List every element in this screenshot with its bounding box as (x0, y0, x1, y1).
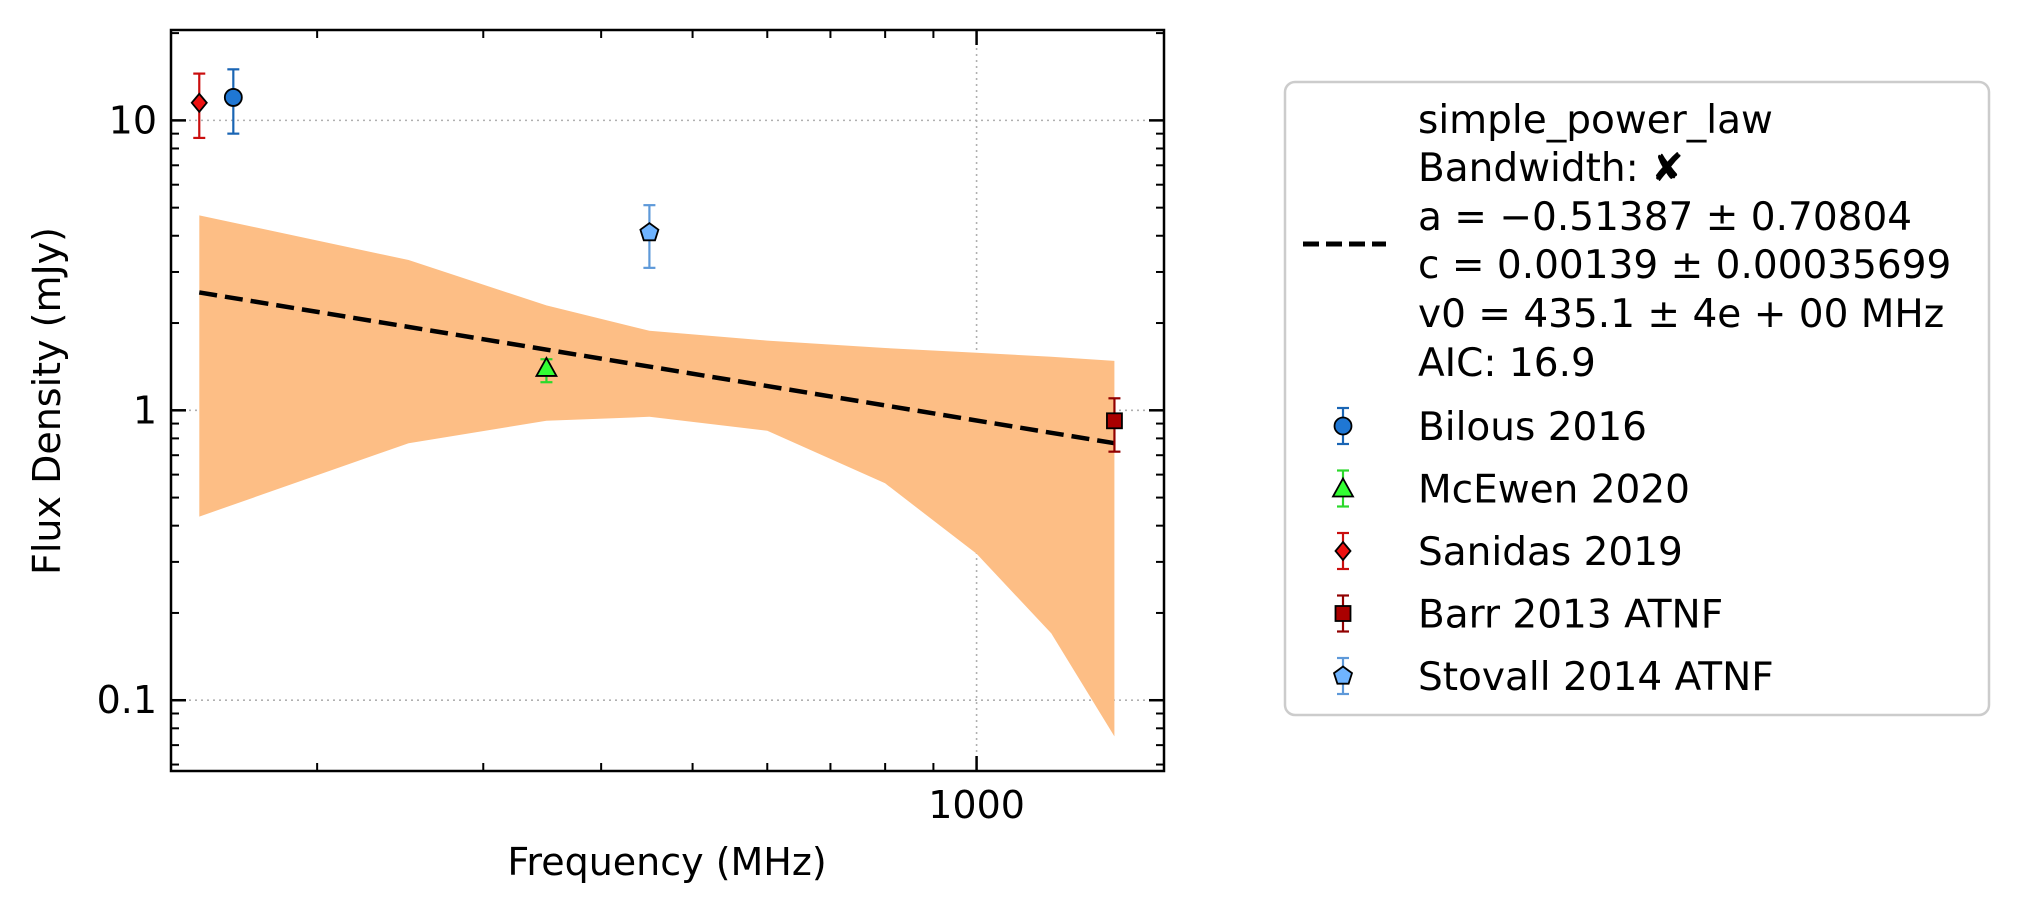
legend-fit-param-c: c = 0.00139 ± 0.00035699 (1418, 243, 1951, 288)
legend-frame (1283, 80, 1991, 717)
legend-label-barr-2013-atnf: Barr 2013 ATNF (1418, 593, 1723, 638)
legend-label-mcewen-2020: McEwen 2020 (1418, 468, 1690, 513)
data-point-mcewen-2020 (534, 356, 558, 377)
x-axis-label: Frequency (MHz) (507, 840, 826, 884)
y-tick-label: 10 (109, 98, 157, 142)
legend: simple_power_law Bandwidth: ✘ a = −0.513… (1283, 80, 1991, 717)
legend-fit-param-v0: v0 = 435.1 ± 4e + 00 MHz (1418, 292, 1944, 337)
legend-fit-name: simple_power_law (1418, 98, 1773, 143)
legend-label-bilous-2016: Bilous 2016 (1418, 405, 1647, 450)
legend-marker-sanidas-2019 (1334, 540, 1352, 562)
axis-ticks (171, 30, 1164, 771)
legend-marker-mcewen-2020 (1331, 476, 1355, 498)
legend-label-stovall-2014-atnf: Stovall 2014 ATNF (1418, 655, 1774, 700)
tick-labels: 1000 0.1 1 10 (97, 98, 1025, 827)
legend-fit-bandwidth: Bandwidth: ✘ (1418, 146, 1684, 191)
data-point-stovall-2014-atnf (639, 221, 660, 242)
y-axis-label: Flux Density (mJy) (25, 227, 69, 575)
legend-fit-aic: AIC: 16.9 (1418, 341, 1596, 386)
x-tick-label: 1000 (928, 783, 1025, 827)
uncertainty-band-layer (199, 215, 1115, 737)
y-tick-label: 0.1 (97, 678, 157, 722)
legend-marker-bilous-2016 (1333, 416, 1353, 436)
plot-frame (169, 28, 1166, 773)
legend-series-entries: Bilous 2016 McEwen 2020 Sanidas 2019 Barr 2… (1331, 405, 1774, 700)
legend-marker-barr-2013-atnf (1334, 605, 1352, 622)
legend-fit-param-a: a = −0.51387 ± 0.70804 (1418, 195, 1912, 240)
legend-marker-stovall-2014-atnf (1332, 665, 1354, 685)
data-point-bilous-2016 (223, 88, 243, 107)
data-point-sanidas-2019 (190, 92, 208, 114)
legend-label-sanidas-2019: Sanidas 2019 (1418, 530, 1683, 575)
plot-area (171, 30, 1164, 771)
data-points-layer (190, 68, 1123, 453)
data-point-barr-2013-atnf (1106, 412, 1123, 430)
y-tick-label: 1 (133, 388, 157, 432)
uncertainty-band (199, 215, 1115, 737)
